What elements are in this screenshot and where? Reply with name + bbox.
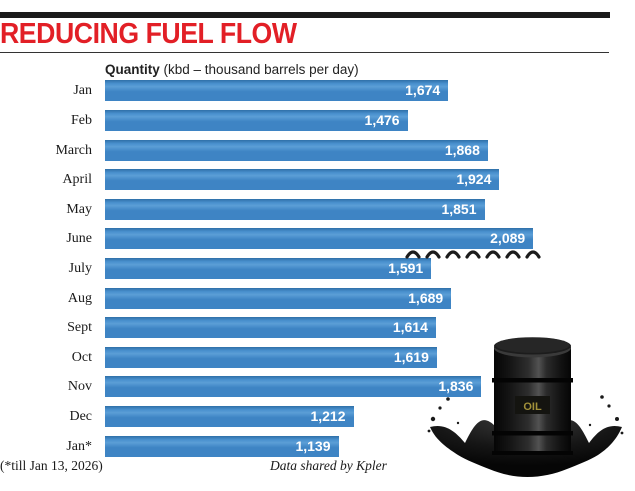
svg-text:OIL: OIL <box>523 401 542 413</box>
